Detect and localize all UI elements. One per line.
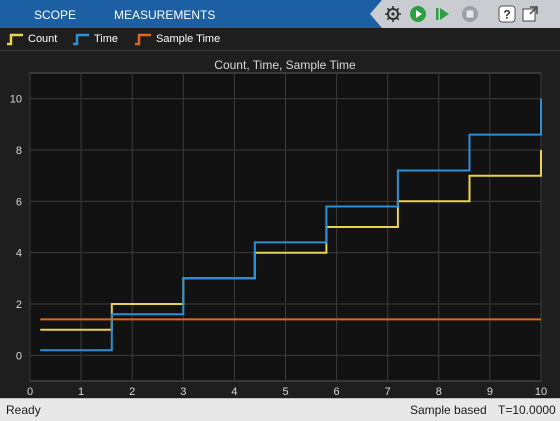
legend-item-count[interactable]: Count — [6, 28, 57, 50]
y-tick-label: 2 — [16, 299, 22, 311]
y-tick-label: 0 — [16, 350, 22, 362]
settings-gear-icon[interactable] — [383, 4, 403, 24]
x-tick-label: 1 — [78, 386, 84, 398]
status-sample-mode: Sample based — [410, 403, 487, 417]
tab-scope[interactable]: SCOPE — [34, 8, 77, 22]
legend-label-count: Count — [28, 33, 58, 45]
x-tick-label: 10 — [535, 386, 547, 398]
legend-item-time[interactable]: Time — [72, 28, 118, 50]
scope-toolstrip: SCOPE MEASUREMENTS ? — [0, 0, 560, 28]
chart-title: Count, Time, Sample Time — [214, 58, 356, 72]
x-tick-label: 3 — [180, 386, 186, 398]
status-bar: Ready Sample based T=10.0000 — [0, 398, 560, 421]
run-icon[interactable] — [408, 4, 428, 24]
x-tick-label: 0 — [27, 386, 33, 398]
series-line-time — [40, 98, 542, 352]
svg-text:?: ? — [503, 8, 510, 22]
legend-label-sample-time: Sample Time — [156, 33, 221, 45]
legend-bar: Count Time Sample Time — [0, 28, 560, 51]
tab-measurements[interactable]: MEASUREMENTS — [114, 8, 216, 22]
x-tick-label: 6 — [334, 386, 340, 398]
step-forward-icon[interactable] — [433, 4, 453, 24]
undock-icon[interactable] — [520, 4, 540, 24]
legend-swatch-icon — [7, 33, 23, 46]
legend-item-sample-time[interactable]: Sample Time — [134, 28, 220, 50]
scope-chart[interactable]: Count, Time, Sample Time 0 1 2 3 4 5 6 7 8 9 10 0 2 4… — [0, 51, 560, 398]
status-ready: Ready — [6, 403, 41, 417]
y-tick-label: 8 — [16, 145, 22, 157]
legend-swatch-icon — [73, 33, 89, 46]
x-tick-label: 7 — [385, 386, 391, 398]
x-tick-label: 2 — [129, 386, 135, 398]
x-tick-label: 8 — [436, 386, 442, 398]
x-tick-label: 5 — [282, 386, 288, 398]
series-line-count — [40, 150, 542, 331]
x-tick-label: 9 — [487, 386, 493, 398]
y-tick-label: 4 — [16, 248, 22, 260]
help-icon[interactable]: ? — [497, 4, 517, 24]
legend-label-time: Time — [94, 33, 119, 45]
x-tick-label: 4 — [231, 386, 237, 398]
stop-icon[interactable] — [460, 4, 480, 24]
legend-swatch-icon — [135, 33, 151, 46]
scope-plot-area: Count, Time, Sample Time 0 1 2 3 4 5 6 7 8 9 10 0 2 4… — [0, 51, 560, 398]
y-tick-label: 6 — [16, 196, 22, 208]
y-tick-label: 10 — [10, 94, 22, 106]
status-sim-time: T=10.0000 — [498, 403, 556, 417]
